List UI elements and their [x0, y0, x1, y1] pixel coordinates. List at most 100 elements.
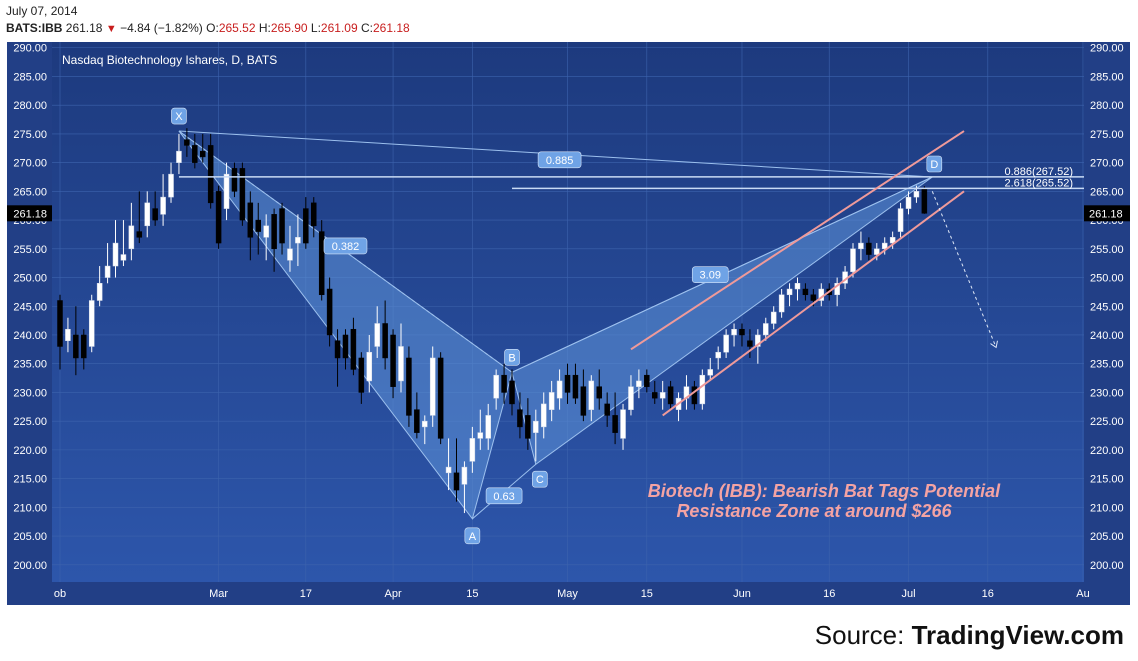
ratio-label-bg [537, 151, 582, 169]
candle-body [263, 225, 269, 238]
candle-body [858, 242, 864, 250]
y-tick-label-right: 275.00 [1090, 129, 1124, 141]
annotation-title: Biotech (IBB): Bearish Bat Tags Potentia… [648, 481, 1001, 501]
y-tick-label-right: 210.00 [1090, 502, 1124, 514]
candle-body [723, 334, 729, 353]
ratio-label-bg [323, 237, 368, 255]
candle-body [548, 392, 555, 410]
candle-body [96, 283, 103, 301]
candle-body [636, 380, 642, 387]
candle-body [691, 386, 698, 405]
candle-body [485, 415, 491, 439]
candle-body [445, 466, 452, 474]
candle-body [271, 214, 277, 250]
candle-body [120, 254, 127, 261]
candle-body [747, 340, 753, 347]
x-tick-label: Mar [209, 588, 228, 600]
candle-body [763, 323, 769, 336]
quote-low: 261.09 [320, 21, 358, 35]
price-tag-left-bg [7, 205, 52, 222]
y-tick-label-right: 230.00 [1090, 387, 1124, 399]
ratio-label-bg [691, 266, 729, 283]
candle-body [160, 196, 166, 215]
candle-body [207, 145, 214, 204]
pattern-overlays: 0.886(267.52)2.618(265.52) 0.885 0.382 0.63… [7, 107, 1130, 545]
y-tick-label-left: 275.00 [13, 129, 47, 141]
y-tick-label-right: 245.00 [1090, 301, 1124, 313]
candle-body [770, 311, 777, 324]
candle-body [453, 472, 460, 491]
quote-close-label: C: [360, 21, 373, 35]
candle-body [350, 328, 357, 370]
x-tick-label: Apr [384, 588, 401, 600]
candle-body [707, 369, 714, 376]
candle-body [905, 196, 912, 209]
candle-body [334, 340, 341, 359]
right-axis-panel [1084, 42, 1130, 605]
quote-open-label: O: [206, 21, 219, 35]
y-tick-label-left: 265.00 [13, 186, 47, 198]
candle-body [295, 237, 301, 244]
pattern-point-label-bg [531, 470, 548, 488]
candle-body [342, 334, 349, 359]
pattern-point-label: A [469, 531, 477, 543]
candle-body [810, 294, 817, 301]
y-tick-label-right: 205.00 [1090, 531, 1124, 543]
candle-body [588, 380, 595, 410]
candle-body [850, 248, 856, 273]
candle-body [168, 173, 174, 198]
candle-body [644, 374, 650, 387]
quote-open: 265.52 [218, 21, 256, 35]
candle-body [874, 248, 880, 255]
candlestick-chart[interactable]: 200.00 205.00 210.00 215.00 220.00 225.00 230.… [0, 40, 1138, 605]
y-tick-label-right: 280.00 [1090, 100, 1124, 112]
x-tick-label: 15 [466, 588, 478, 600]
candles [57, 128, 928, 514]
candle-body [794, 283, 801, 290]
x-tick-label: 15 [641, 588, 653, 600]
candle-body [215, 191, 222, 244]
y-tick-label-right: 240.00 [1090, 330, 1124, 342]
candle-body [152, 208, 158, 221]
left-axis-panel [7, 42, 52, 605]
candle-body [628, 386, 634, 410]
candle-body [184, 139, 190, 146]
candle-body [731, 328, 737, 336]
candle-body [620, 409, 626, 439]
y-tick-label-right: 215.00 [1090, 474, 1124, 486]
candle-body [128, 225, 135, 250]
y-tick-label-left: 250.00 [13, 273, 47, 285]
channel-line [630, 130, 965, 351]
y-tick-label-right: 220.00 [1090, 445, 1124, 457]
candle-body [556, 380, 563, 399]
y-tick-label-left: 215.00 [13, 474, 47, 486]
pattern-point-label-bg [464, 527, 481, 545]
bat-pattern [178, 130, 933, 520]
candle-body [889, 237, 896, 244]
candle-body [390, 334, 396, 387]
y-tick-label-right: 235.00 [1090, 359, 1124, 371]
pattern-point-label: X [175, 111, 183, 123]
candle-body [255, 219, 261, 232]
candle-body [199, 150, 206, 158]
y-tick-label-left: 285.00 [13, 71, 47, 83]
price-tag-right-bg [1084, 205, 1130, 222]
y-tick-label-left: 225.00 [13, 416, 47, 428]
quote-low-label: L: [310, 21, 321, 35]
x-tick-label: 16 [982, 588, 994, 600]
candle-body [533, 420, 539, 433]
source-name: TradingView.com [911, 620, 1124, 650]
candle-body [525, 415, 531, 439]
candle-body [192, 145, 198, 163]
chart-title: Nasdaq Biotechnology Ishares, D, BATS [62, 53, 277, 67]
y-tick-label-left: 270.00 [13, 158, 47, 170]
candle-body [509, 380, 515, 405]
candle-body [65, 328, 71, 341]
y-tick-label-right: 255.00 [1090, 244, 1124, 256]
candle-body [437, 357, 444, 439]
ratio-label: 3.09 [700, 270, 721, 282]
ratio-label: 0.382 [332, 241, 360, 253]
candle-body [358, 357, 365, 393]
candle-body [652, 392, 658, 399]
candle-body [247, 202, 254, 238]
